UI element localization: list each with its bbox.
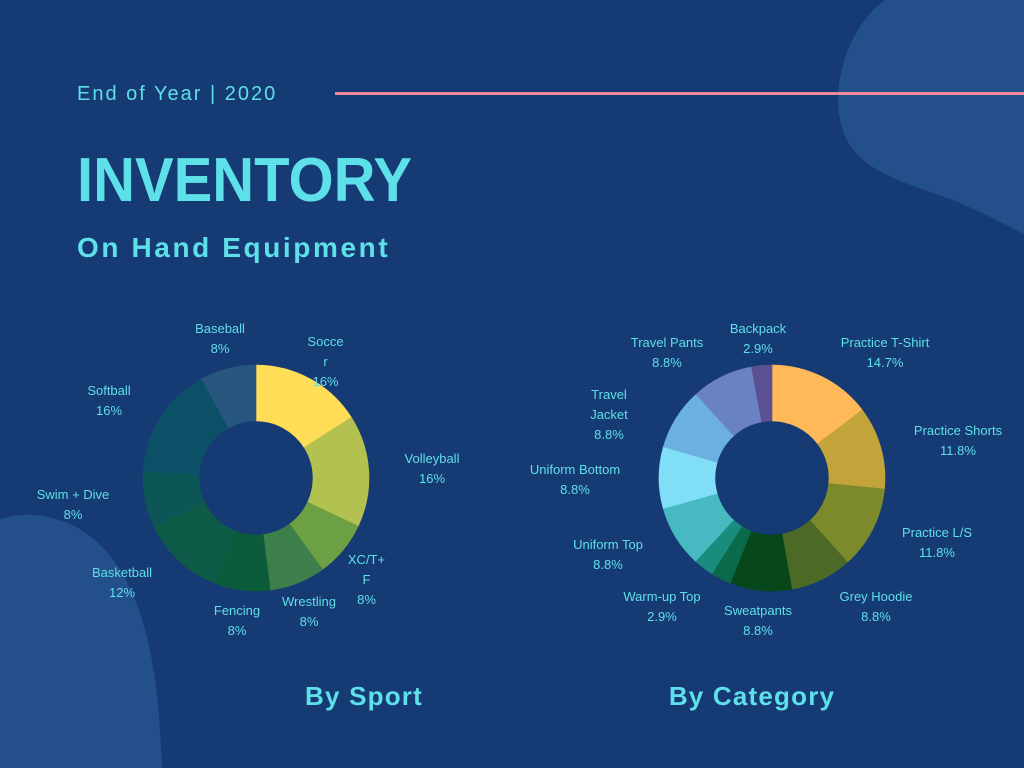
slice-label-name: Grey Hoodie	[839, 589, 913, 604]
slice-label-uniform-bottom: Uniform Bottom 8.8%	[515, 460, 635, 500]
decorative-blob-top-right	[838, 0, 1024, 234]
slice-label-name: Basketball	[92, 565, 152, 580]
slice-label-travel-pants: Travel Pants 8.8%	[607, 333, 727, 373]
slice-label-value: 11.8%	[940, 443, 976, 458]
slice-label-value: 16%	[95, 403, 123, 418]
slice-label-backpack: Backpack 2.9%	[698, 319, 818, 359]
slice-label-warm-up-top: Warm-up Top 2.9%	[602, 587, 722, 627]
slice-label-name: Softball	[87, 383, 131, 398]
slice-label-travel-jacket: Travel Jacket 8.8%	[587, 385, 631, 445]
slice-label-value: 16%	[418, 471, 446, 486]
slice-label-value: 8.8%	[743, 623, 773, 638]
slice-label-name: Uniform Bottom	[529, 462, 621, 477]
slice-label-sweatpants: Sweatpants 8.8%	[698, 601, 818, 641]
slice-label-practice-t-shirt: Practice T-Shirt 14.7%	[825, 333, 945, 373]
slice-label-name: Backpack	[729, 321, 787, 336]
slice-label-value: 16%	[312, 374, 339, 389]
slice-label-name: Soccer	[307, 334, 344, 369]
slice-label-soccer: Soccer 16%	[306, 332, 345, 392]
slice-label-xc-t-f: XC/T+F 8%	[346, 550, 387, 610]
slice-label-value: 12%	[108, 585, 136, 600]
slice-label-swim-dive: Swim + Dive 8%	[13, 485, 133, 525]
slice-label-name: Swim + Dive	[36, 487, 110, 502]
slice-label-volleyball: Volleyball 16%	[372, 449, 492, 489]
donut-chart-by-category	[658, 364, 886, 592]
slice-label-value: 8%	[357, 592, 376, 607]
slice-label-softball: Softball 16%	[49, 381, 169, 421]
slice-label-value: 8%	[299, 614, 319, 629]
slice-label-value: 2.9%	[647, 609, 677, 624]
slice-label-value: 8.8%	[652, 355, 682, 370]
page-title: INVENTORY	[77, 146, 413, 215]
slice-label-practice-shorts: Practice Shorts 11.8%	[898, 421, 1018, 461]
header-eyebrow: End of Year | 2020	[77, 83, 278, 105]
slice-label-value: 8.8%	[594, 427, 624, 442]
slice-label-name: Uniform Top	[573, 537, 643, 552]
slice-label-name: Baseball	[195, 321, 245, 336]
slice-label-grey-hoodie: Grey Hoodie 8.8%	[816, 587, 936, 627]
slice-label-name: Warm-up Top	[623, 589, 701, 604]
divider-line	[335, 92, 1024, 95]
chart-title-by-sport: By Sport	[305, 681, 423, 711]
donut-chart-by-sport	[142, 364, 370, 592]
slice-label-value: 8%	[227, 623, 247, 638]
slice-label-name: Sweatpants	[724, 603, 792, 618]
slice-label-value: 8%	[63, 507, 83, 522]
slice-label-value: 14.7%	[866, 355, 904, 370]
slice-label-name: XC/T+F	[347, 552, 386, 587]
slice-label-value: 8.8%	[593, 557, 623, 572]
slice-baseball	[201, 364, 257, 429]
slice-label-name: Fencing	[213, 603, 261, 618]
slice-label-name: Travel Pants	[630, 335, 704, 350]
slice-label-name: Volleyball	[404, 451, 460, 466]
page-subtitle: On Hand Equipment	[77, 232, 391, 263]
slice-label-name: Travel Jacket	[590, 387, 628, 422]
slice-label-baseball: Baseball 8%	[160, 319, 280, 359]
slice-label-value: 11.8%	[919, 545, 955, 560]
slice-label-fencing: Fencing 8%	[177, 601, 297, 641]
slice-label-uniform-top: Uniform Top 8.8%	[548, 535, 668, 575]
slice-label-name: Wrestling	[282, 594, 336, 609]
slice-label-basketball: Basketball 12%	[62, 563, 182, 603]
slice-label-wrestling: Wrestling 8%	[249, 592, 369, 632]
decorative-blob-bottom-left	[0, 514, 162, 768]
slice-label-name: Practice Shorts	[913, 423, 1003, 438]
slice-backpack	[751, 364, 773, 423]
slice-label-value: 8.8%	[861, 609, 891, 624]
slice-label-value: 8%	[210, 341, 230, 356]
slice-label-name: Practice T-Shirt	[840, 335, 930, 350]
slice-label-value: 8.8%	[560, 482, 590, 497]
slice-label-practice-l-s: Practice L/S 11.8%	[877, 523, 997, 563]
slice-label-name: Practice L/S	[901, 525, 973, 540]
slice-label-value: 2.9%	[743, 341, 773, 356]
chart-title-by-category: By Category	[668, 681, 836, 711]
